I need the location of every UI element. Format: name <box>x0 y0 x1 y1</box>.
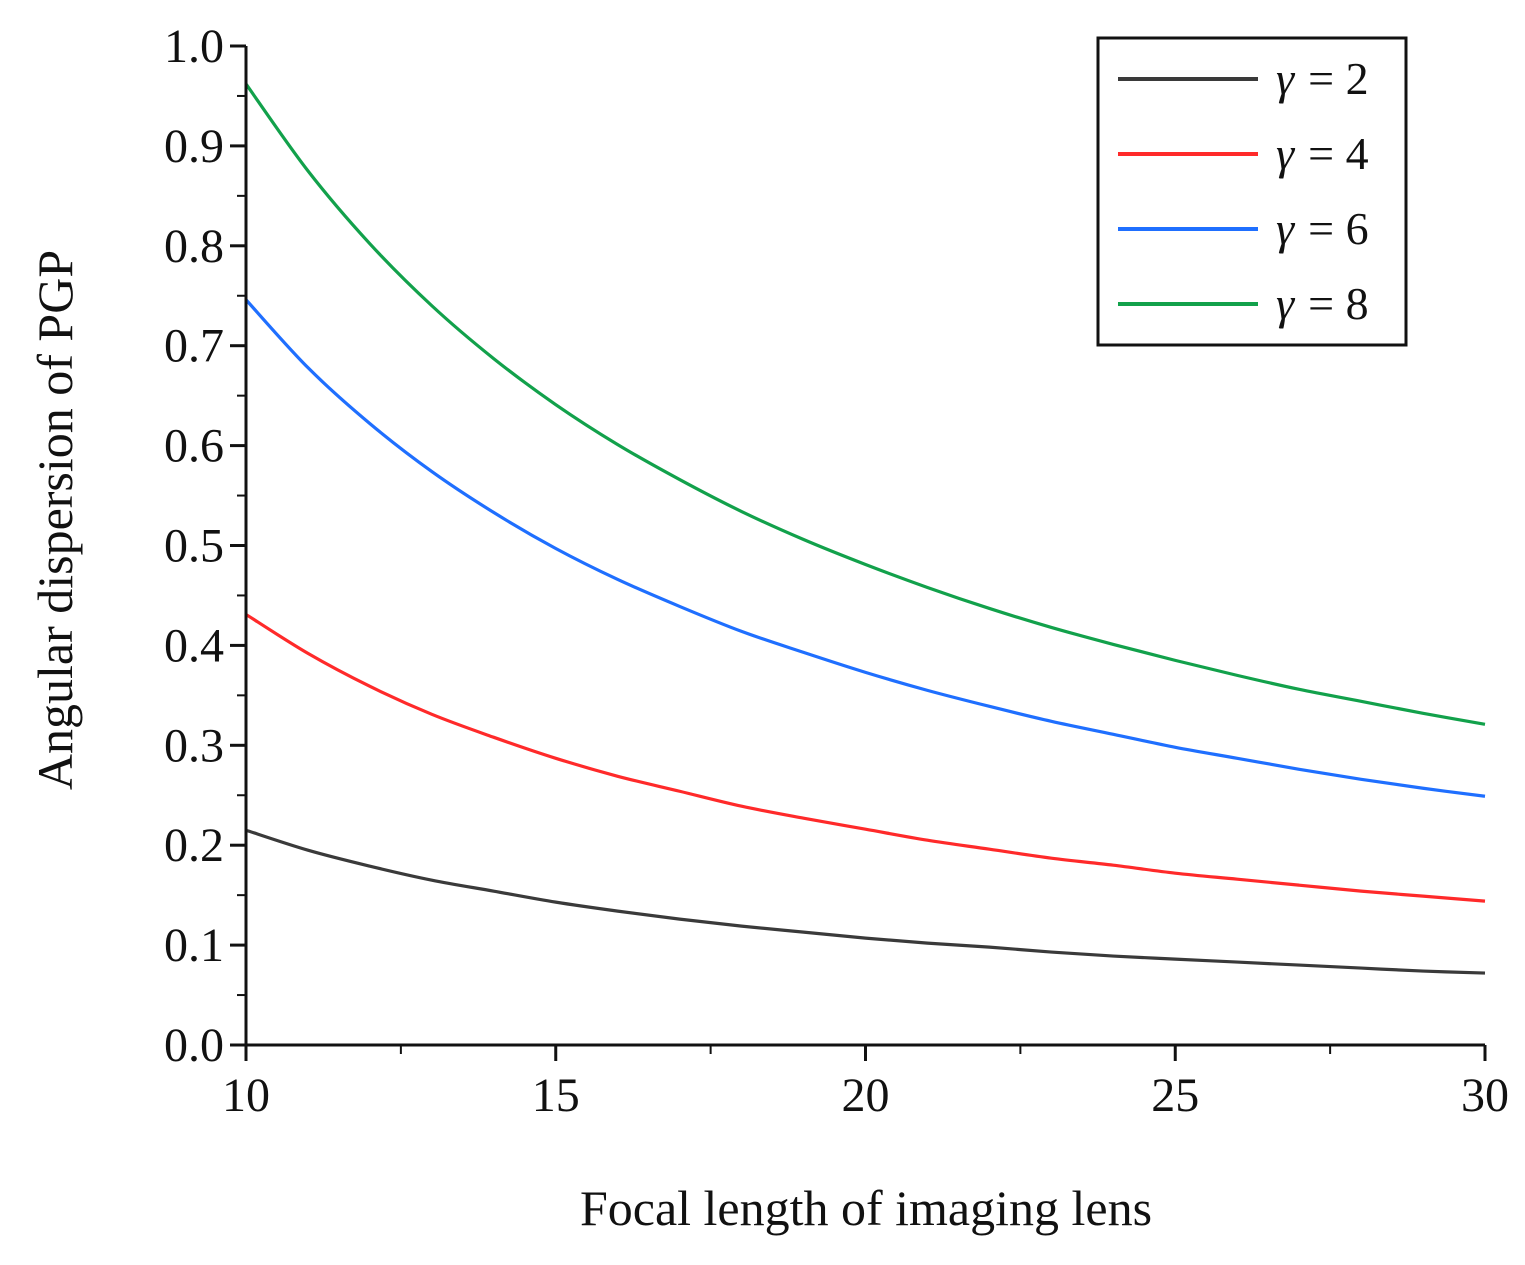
legend-label: γ = 2 <box>1276 53 1369 104</box>
legend-value: = 8 <box>1308 278 1368 329</box>
x-tick-label: 20 <box>842 1069 890 1122</box>
y-tick-label: 0.7 <box>164 320 224 373</box>
y-tick-label: 0.5 <box>164 520 224 573</box>
series-layer <box>244 83 1486 975</box>
y-tick-label: 0.8 <box>164 220 224 273</box>
legend-gamma-symbol: γ <box>1276 278 1296 329</box>
legend-label: γ = 4 <box>1276 128 1369 179</box>
x-tick-label: 15 <box>532 1069 580 1122</box>
tick-marks <box>230 44 1487 1061</box>
y-tick-label: 0.4 <box>164 619 224 672</box>
legend: γ = 2γ = 4γ = 6γ = 8 <box>1096 36 1408 347</box>
series-line-gamma-4 <box>245 613 1486 903</box>
legend-entry: γ = 8 <box>1118 278 1369 329</box>
series-line-gamma-8 <box>244 83 1486 726</box>
legend-value: = 2 <box>1308 53 1368 104</box>
y-tick-label: 0.2 <box>164 819 224 872</box>
x-tick-label: 10 <box>222 1069 270 1122</box>
legend-label: γ = 8 <box>1276 278 1369 329</box>
x-tick-label: 30 <box>1461 1069 1509 1122</box>
y-tick-label: 1.0 <box>164 20 224 73</box>
tick-labels: 0.0 0.1 0.2 0.3 0.4 0.5 0.6 0.7 0.8 0.9 1.0 10 15 20 2… <box>164 20 1509 1122</box>
legend-entry: γ = 6 <box>1118 203 1369 254</box>
legend-items: γ = 2γ = 4γ = 6γ = 8 <box>1118 53 1369 329</box>
x-tick-label: 25 <box>1151 1069 1199 1122</box>
y-tick-label: 0.0 <box>164 1019 224 1072</box>
legend-gamma-symbol: γ <box>1276 53 1296 104</box>
legend-gamma-symbol: γ <box>1276 203 1296 254</box>
y-tick-label: 0.1 <box>164 919 224 972</box>
legend-value: = 4 <box>1308 128 1368 179</box>
series-line-gamma-6 <box>244 298 1486 798</box>
x-axis-label: Focal length of imaging lens <box>580 1180 1152 1236</box>
legend-gamma-symbol: γ <box>1276 128 1296 179</box>
legend-label: γ = 6 <box>1276 203 1369 254</box>
legend-frame <box>1096 36 1408 347</box>
y-axis-label: Angular dispersion of PGP <box>27 250 83 790</box>
legend-entry: γ = 2 <box>1118 53 1369 104</box>
legend-entry: γ = 4 <box>1118 128 1369 179</box>
y-tick-label: 0.9 <box>164 120 224 173</box>
y-tick-label: 0.6 <box>164 420 224 473</box>
legend-value: = 6 <box>1308 203 1368 254</box>
y-tick-label: 0.3 <box>164 719 224 772</box>
series-line-gamma-2 <box>245 828 1486 975</box>
